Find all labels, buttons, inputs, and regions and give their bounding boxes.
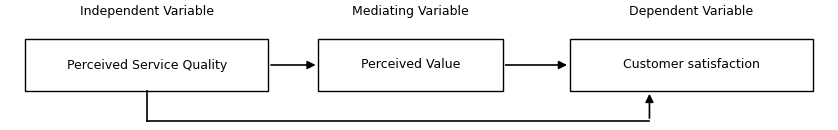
Text: Perceived Service Quality: Perceived Service Quality [66, 58, 227, 72]
FancyBboxPatch shape [570, 39, 813, 91]
Text: Mediating Variable: Mediating Variable [352, 5, 469, 18]
FancyBboxPatch shape [318, 39, 503, 91]
Text: Perceived Value: Perceived Value [361, 58, 460, 72]
Text: Customer satisfaction: Customer satisfaction [623, 58, 760, 72]
Text: Independent Variable: Independent Variable [80, 5, 214, 18]
Text: Dependent Variable: Dependent Variable [629, 5, 753, 18]
FancyBboxPatch shape [25, 39, 268, 91]
